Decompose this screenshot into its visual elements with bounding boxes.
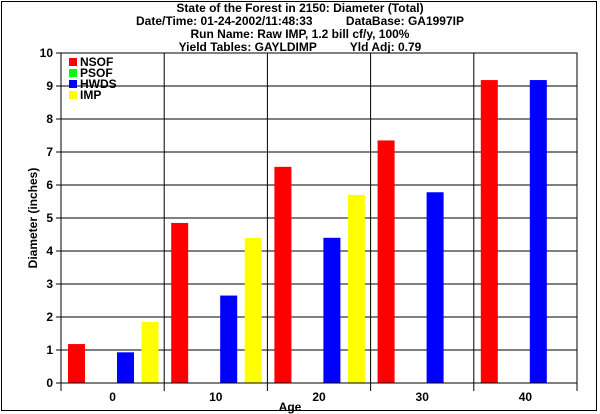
y-tick-label: 6	[46, 178, 53, 192]
legend-label-imp: IMP	[80, 88, 101, 102]
y-tick-label: 9	[46, 79, 53, 93]
y-tick-label: 0	[46, 376, 53, 390]
bar-hwds	[117, 352, 134, 383]
bar-imp	[347, 194, 365, 383]
bar-imp	[141, 321, 159, 383]
legend-label-nsof: NSOF	[80, 55, 113, 69]
bar-nsof	[480, 80, 498, 383]
bar-nsof	[68, 344, 85, 383]
bar-imp	[244, 237, 262, 383]
legend-swatch-nsof	[69, 58, 77, 66]
y-tick-label: 7	[46, 145, 53, 159]
y-tick-label: 4	[46, 244, 53, 258]
legend-label-psof: PSOF	[80, 66, 113, 80]
bar-hwds	[426, 192, 444, 383]
y-tick-label: 5	[46, 211, 53, 225]
legend-swatch-hwds	[69, 80, 77, 88]
x-tick-label: 0	[109, 390, 116, 404]
y-tick-label: 3	[46, 277, 53, 291]
datetime-line: Date/Time: 01-24-2002/11:48:33 DataBase:…	[136, 14, 464, 28]
bar-nsof	[274, 166, 292, 383]
chart-title: State of the Forest in 2150: Diameter (T…	[176, 1, 424, 15]
x-tick-label: 10	[209, 390, 223, 404]
legend-swatch-psof	[69, 69, 77, 77]
bar-nsof	[171, 222, 189, 383]
yield-tables-line: Yield Tables: GAYLDIMP Yld Adj: 0.79	[178, 40, 422, 54]
x-tick-label: 20	[312, 390, 326, 404]
bar-hwds	[220, 295, 238, 383]
bar-hwds	[323, 237, 341, 383]
bar-nsof	[377, 140, 395, 383]
legend-swatch-imp	[69, 91, 77, 99]
bar-hwds	[529, 80, 547, 383]
x-tick-label: 30	[416, 390, 430, 404]
y-tick-label: 8	[46, 112, 53, 126]
y-tick-label: 2	[46, 310, 53, 324]
x-tick-label: 40	[519, 390, 533, 404]
x-axis-title: Age	[279, 400, 302, 414]
y-axis-title: Diameter (inches)	[26, 168, 40, 269]
run-name-line: Run Name: Raw IMP, 1.2 bill cf/y, 100%	[190, 27, 410, 41]
y-tick-label: 1	[46, 343, 53, 357]
plot-border	[60, 52, 578, 384]
legend-label-hwds: HWDS	[80, 77, 117, 91]
y-tick-label: 10	[40, 46, 54, 60]
